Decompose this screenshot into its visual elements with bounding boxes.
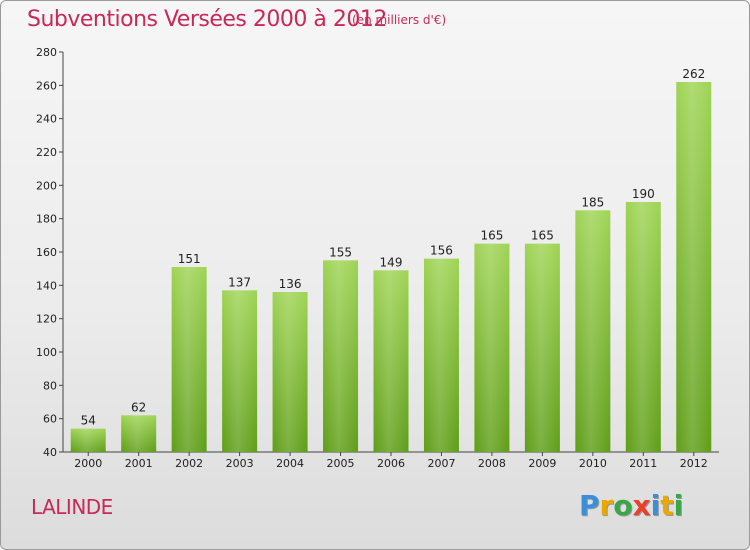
y-tick-label: 280 [36, 46, 57, 59]
x-tick-label: 2003 [226, 457, 254, 470]
x-tick-label: 2000 [74, 457, 102, 470]
data-label: 165 [531, 229, 554, 243]
chart-title: Subventions Versées 2000 à 2012 [27, 7, 387, 32]
x-tick-label: 2001 [125, 457, 153, 470]
y-tick-label: 60 [43, 413, 57, 426]
data-label: 54 [81, 414, 96, 428]
x-tick-label: 2002 [175, 457, 203, 470]
x-tick-label: 2007 [427, 457, 455, 470]
logo-letter: r [599, 489, 614, 522]
logo-letter: i [673, 489, 684, 522]
data-label: 262 [682, 67, 705, 81]
data-label: 165 [480, 229, 503, 243]
data-label: 185 [581, 195, 604, 209]
data-label: 156 [430, 244, 453, 258]
x-tick-label: 2009 [528, 457, 556, 470]
bar-highlight [121, 415, 157, 452]
y-tick-label: 100 [36, 346, 57, 359]
y-tick-label: 180 [36, 213, 57, 226]
bar-highlight [323, 260, 359, 452]
bar-highlight [222, 290, 258, 452]
chart-subtitle: (en milliers d'€) [352, 13, 447, 27]
x-tick-label: 2012 [680, 457, 708, 470]
x-tick-label: 2006 [377, 457, 405, 470]
bar-highlight [423, 258, 459, 452]
bar-highlight [676, 82, 712, 452]
data-label: 190 [632, 187, 655, 201]
y-tick-label: 200 [36, 179, 57, 192]
y-tick-label: 160 [36, 246, 57, 259]
bar-highlight [474, 243, 510, 452]
bar-highlight [373, 270, 409, 452]
city-name: LALINDE [31, 495, 113, 519]
x-tick-label: 2008 [478, 457, 506, 470]
y-tick-label: 140 [36, 279, 57, 292]
bar-highlight [625, 202, 661, 452]
data-label: 136 [279, 277, 302, 291]
proxiti-logo: Proxiti [579, 489, 683, 522]
logo-letter: P [579, 489, 600, 522]
y-tick-label: 240 [36, 113, 57, 126]
logo-letter: i [650, 489, 661, 522]
y-tick-label: 40 [43, 446, 57, 459]
x-tick-label: 2011 [629, 457, 657, 470]
data-label: 149 [380, 255, 403, 269]
x-tick-label: 2004 [276, 457, 304, 470]
y-tick-label: 220 [36, 146, 57, 159]
y-tick-label: 80 [43, 379, 57, 392]
data-label: 62 [131, 400, 146, 414]
x-tick-label: 2010 [579, 457, 607, 470]
bar-highlight [171, 267, 207, 452]
bar-highlight [575, 210, 611, 452]
data-label: 137 [228, 275, 251, 289]
y-tick-label: 260 [36, 79, 57, 92]
data-label: 151 [178, 252, 201, 266]
logo-letter: x [632, 489, 651, 522]
y-tick-label: 120 [36, 313, 57, 326]
x-tick-label: 2005 [327, 457, 355, 470]
logo-letter: t [660, 489, 674, 522]
logo-letter: o [613, 489, 633, 522]
bar-highlight [70, 428, 106, 452]
data-label: 155 [329, 245, 352, 259]
bar-highlight [272, 292, 308, 452]
bar-highlight [524, 243, 560, 452]
